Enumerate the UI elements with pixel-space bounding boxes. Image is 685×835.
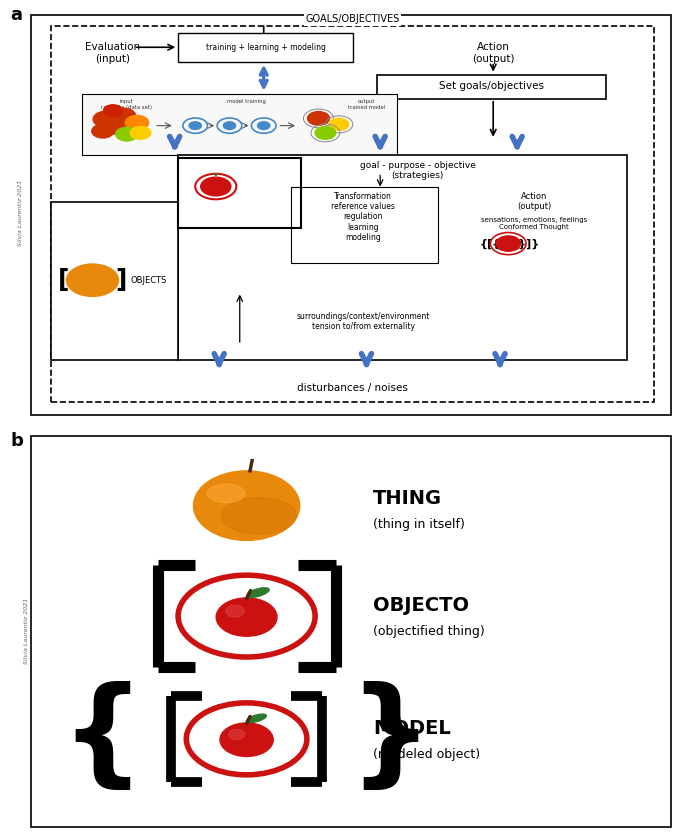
Bar: [51, 202, 178, 360]
Text: Transformation
reference values
regulation
learning
modeling: Transformation reference values regulati…: [331, 191, 395, 242]
Text: ]: ]: [116, 268, 127, 292]
Text: input
raw data (data set): input raw data (data set): [101, 99, 152, 109]
Text: a: a: [10, 7, 23, 24]
Circle shape: [103, 104, 123, 117]
Text: MODEL: MODEL: [373, 719, 451, 738]
Text: OBJECTS: OBJECTS: [130, 276, 166, 285]
Circle shape: [496, 236, 521, 251]
Text: model training: model training: [227, 99, 266, 104]
Bar: [178, 155, 627, 360]
Text: disturbances / noises: disturbances / noises: [297, 382, 408, 392]
Text: Evaluation
(input): Evaluation (input): [86, 43, 140, 64]
Circle shape: [258, 122, 270, 129]
Circle shape: [308, 112, 329, 125]
Text: ●: ●: [214, 173, 218, 177]
Text: [: [: [58, 268, 69, 292]
Text: (thing in itself): (thing in itself): [373, 518, 465, 530]
Text: }: }: [349, 681, 432, 797]
Text: Action
(output): Action (output): [472, 43, 514, 64]
Text: ]}}: ]}}: [219, 180, 243, 193]
Text: OBJECTO: OBJECTO: [373, 596, 469, 615]
Ellipse shape: [229, 730, 245, 740]
Text: Silvia Laurentiz 2021: Silvia Laurentiz 2021: [23, 597, 29, 664]
Bar: [82, 94, 397, 155]
Text: modeled object
Evaluation
(input): modeled object Evaluation (input): [213, 202, 266, 223]
Bar: [178, 33, 353, 62]
Ellipse shape: [207, 484, 245, 503]
Text: sensations, emotions, feelings
Conformed Thought: sensations, emotions, feelings Conformed…: [481, 217, 588, 230]
Bar: [51, 26, 654, 402]
Text: Set goals/objectives: Set goals/objectives: [439, 82, 544, 92]
Text: ]}]}: ]}]}: [514, 239, 540, 249]
Text: GOALS/OBJECTIVES: GOALS/OBJECTIVES: [306, 14, 400, 24]
Text: [{[: [{[: [193, 180, 214, 193]
Circle shape: [125, 115, 149, 130]
Ellipse shape: [221, 498, 297, 534]
Bar: [291, 186, 438, 263]
Ellipse shape: [193, 471, 300, 540]
Ellipse shape: [226, 605, 244, 617]
Text: Silvia Laurentiz 2021: Silvia Laurentiz 2021: [18, 180, 23, 246]
Circle shape: [66, 264, 119, 296]
Circle shape: [116, 127, 138, 141]
Text: goal - purpose - objective
(strategies): goal - purpose - objective (strategies): [360, 161, 476, 180]
Text: (modeled object): (modeled object): [373, 748, 480, 761]
Circle shape: [93, 111, 119, 127]
Text: {: {: [61, 681, 145, 797]
Ellipse shape: [220, 723, 273, 757]
Ellipse shape: [216, 598, 277, 636]
Ellipse shape: [247, 714, 266, 722]
Circle shape: [105, 119, 128, 134]
Text: output
trained model: output trained model: [348, 99, 385, 109]
Bar: [178, 158, 301, 228]
Circle shape: [92, 124, 114, 138]
Circle shape: [201, 177, 231, 196]
Text: THING: THING: [373, 488, 443, 508]
Bar: [377, 74, 606, 99]
Text: {[{[: {[{[: [479, 239, 506, 249]
Text: (objectified thing): (objectified thing): [373, 625, 485, 638]
Text: training + learning + modeling: training + learning + modeling: [206, 43, 325, 52]
Text: b: b: [10, 432, 23, 450]
Ellipse shape: [247, 588, 269, 597]
Text: Action
(output): Action (output): [517, 191, 551, 211]
Circle shape: [189, 122, 201, 129]
Circle shape: [329, 119, 349, 130]
Circle shape: [223, 122, 236, 129]
Text: surroundings/context/environment
tension to/from externality: surroundings/context/environment tension…: [297, 312, 429, 331]
Circle shape: [130, 126, 151, 139]
Circle shape: [315, 126, 336, 139]
Circle shape: [111, 109, 136, 124]
